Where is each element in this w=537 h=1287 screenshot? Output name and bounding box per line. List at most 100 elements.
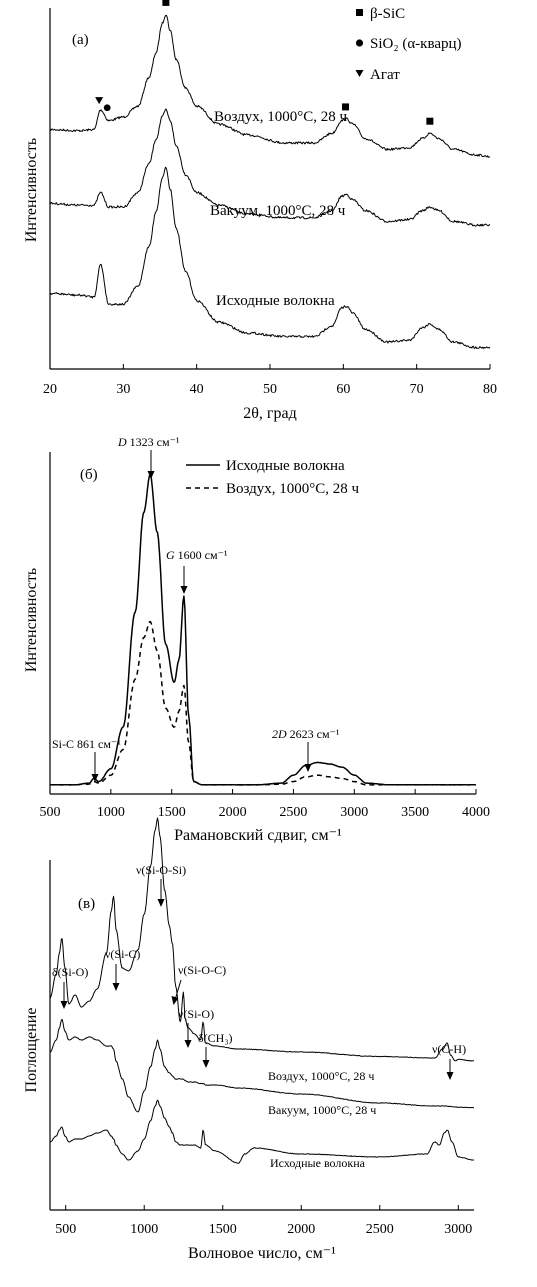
x-tick-label: 2500	[279, 805, 307, 820]
x-tick-label: 70	[410, 382, 424, 397]
y-axis-label: Поглощение	[23, 1008, 40, 1093]
series-label: Вакуум, 1000°C, 28 ч	[210, 203, 346, 219]
x-tick-label: 500	[40, 805, 61, 820]
arrow-head	[157, 899, 165, 907]
series-line	[49, 817, 474, 1062]
band-label: ν(C-H)	[432, 1042, 466, 1056]
band-annotation: δ(CH₃)	[198, 1031, 233, 1068]
beta-sic-marker	[426, 117, 434, 125]
x-tick-label: 3500	[401, 805, 429, 820]
peak-annotation: D 1323 см⁻¹	[117, 435, 180, 479]
panel-tag: (а)	[72, 32, 89, 48]
arrow-head	[60, 1001, 68, 1009]
x-tick-label: 80	[483, 382, 497, 397]
quartz-marker	[103, 104, 111, 112]
x-tick-label: 30	[116, 382, 130, 397]
arrow-head	[304, 764, 312, 772]
annotation-arrow	[174, 979, 182, 1001]
x-tick-label: 20	[43, 382, 57, 397]
peak-annotation: 2D 2623 см⁻¹	[272, 727, 340, 772]
legend-label: Исходные волокна	[226, 458, 345, 474]
peak-markers	[95, 0, 434, 125]
legend: Исходные волокна Воздух, 1000°C, 28 ч	[186, 458, 360, 497]
series-group	[49, 473, 477, 786]
x-tick-label: 60	[336, 382, 350, 397]
peak-annotation: Si-C 861 см⁻¹	[52, 737, 121, 782]
series-label: Вакуум, 1000°C, 28 ч	[268, 1103, 376, 1117]
series-line	[49, 1018, 475, 1113]
x-tick-label: 1000	[97, 805, 125, 820]
series-line	[49, 108, 491, 227]
band-label: ν(Si-O)	[178, 1007, 214, 1021]
series-group	[49, 817, 475, 1164]
agate-marker	[95, 97, 104, 105]
y-axis-label: Интенсивность	[23, 568, 40, 672]
x-ticks: 500 1000 1500 2000 2500 3000 3500 4000	[40, 789, 490, 820]
x-tick-label: 50	[263, 382, 277, 397]
arrow-head	[202, 1060, 210, 1068]
arrow-head	[184, 1040, 192, 1048]
panel-tag: (в)	[78, 896, 95, 912]
band-label: δ(CH₃)	[198, 1031, 233, 1045]
panel-tag: (б)	[80, 467, 98, 483]
x-tick-label: 40	[190, 382, 204, 397]
legend-triangle-marker	[355, 70, 364, 77]
x-tick-label: 3000	[340, 805, 368, 820]
arrow-head	[112, 983, 120, 991]
ir-panel: 500 1000 1500 2000 2500 3000 Волновое число, …	[23, 817, 475, 1262]
x-ticks: 500 1000 1500 2000 2500 3000	[55, 1205, 472, 1237]
arrow-head	[180, 586, 188, 594]
series-line	[49, 1099, 474, 1164]
xrd-panel: 20 30 40 50 60 70 80 2θ, град Интенсивность (а…	[23, 0, 497, 422]
band-annotation: ν(Si-O-Si)	[136, 863, 186, 907]
peak-annotation: G 1600 см⁻¹	[166, 548, 228, 594]
band-annotation: δ(Si-O)	[52, 965, 88, 1009]
band-annotation: ν(Si-C)	[105, 947, 140, 991]
x-tick-label: 2000	[287, 1222, 315, 1237]
band-annotation: ν(Si-O-C)	[171, 963, 226, 1005]
legend-label: Воздух, 1000°C, 28 ч	[226, 481, 360, 497]
legend-circle-marker	[355, 39, 364, 47]
arrow-head	[91, 774, 99, 782]
series-line	[49, 166, 491, 349]
x-axis-label: Волновое число, см⁻¹	[188, 1245, 336, 1262]
x-tick-label: 1500	[209, 1222, 237, 1237]
arrow-head	[446, 1072, 454, 1080]
peak-label: 2D 2623 см⁻¹	[272, 727, 340, 741]
raman-panel: 500 1000 1500 2000 2500 3000 3500 4000 Рамановс…	[23, 435, 490, 844]
band-annotation: ν(C-H)	[432, 1042, 466, 1080]
series-line	[49, 473, 477, 786]
legend-label: SiO₂ (α-кварц)	[370, 36, 462, 52]
band-label: ν(Si-C)	[105, 947, 140, 961]
series-label: Исходные волокна	[216, 293, 335, 309]
series-label: Исходные волокна	[270, 1156, 366, 1170]
x-tick-label: 1500	[158, 805, 186, 820]
series-line	[49, 14, 491, 158]
x-tick-label: 500	[55, 1222, 76, 1237]
legend: β-SiC SiO₂ (α-кварц) Агат	[355, 6, 462, 83]
series-label: Воздух, 1000°C, 28 ч	[268, 1069, 374, 1083]
series-group	[49, 14, 491, 349]
peak-label: Si-C 861 см⁻¹	[52, 737, 121, 751]
band-label: ν(Si-O-C)	[178, 963, 226, 977]
band-label: ν(Si-O-Si)	[136, 863, 186, 877]
x-ticks: 20 30 40 50 60 70 80	[43, 364, 497, 397]
legend-label: β-SiC	[370, 6, 405, 22]
beta-sic-marker	[342, 103, 350, 111]
series-label: Воздух, 1000°C, 28 ч	[214, 109, 348, 125]
legend-square-marker	[356, 9, 363, 16]
band-label: δ(Si-O)	[52, 965, 88, 979]
x-tick-label: 3000	[444, 1222, 472, 1237]
band-annotation: ν(Si-O)	[178, 1007, 214, 1048]
x-axis-label: 2θ, град	[243, 405, 296, 422]
x-tick-label: 4000	[462, 805, 490, 820]
x-tick-label: 1000	[130, 1222, 158, 1237]
legend-label: Агат	[370, 67, 400, 83]
arrow-head	[147, 471, 155, 479]
x-tick-label: 2500	[366, 1222, 394, 1237]
x-tick-label: 2000	[219, 805, 247, 820]
y-axis-label: Интенсивность	[23, 138, 40, 242]
peak-label: G 1600 см⁻¹	[166, 548, 228, 562]
beta-sic-marker	[162, 0, 170, 6]
